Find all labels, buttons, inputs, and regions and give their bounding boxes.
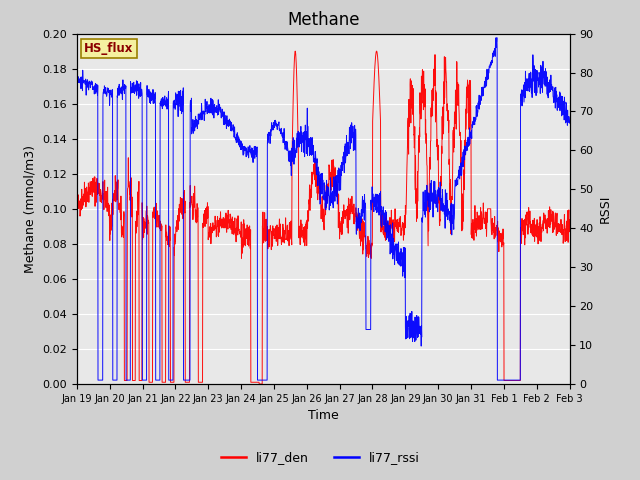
Y-axis label: Methane (mmol/m3): Methane (mmol/m3) [24, 145, 36, 273]
Legend: li77_den, li77_rssi: li77_den, li77_rssi [216, 446, 424, 469]
Text: HS_flux: HS_flux [84, 42, 134, 55]
X-axis label: Time: Time [308, 409, 339, 422]
Title: Methane: Methane [287, 11, 360, 29]
Y-axis label: RSSI: RSSI [599, 194, 612, 223]
